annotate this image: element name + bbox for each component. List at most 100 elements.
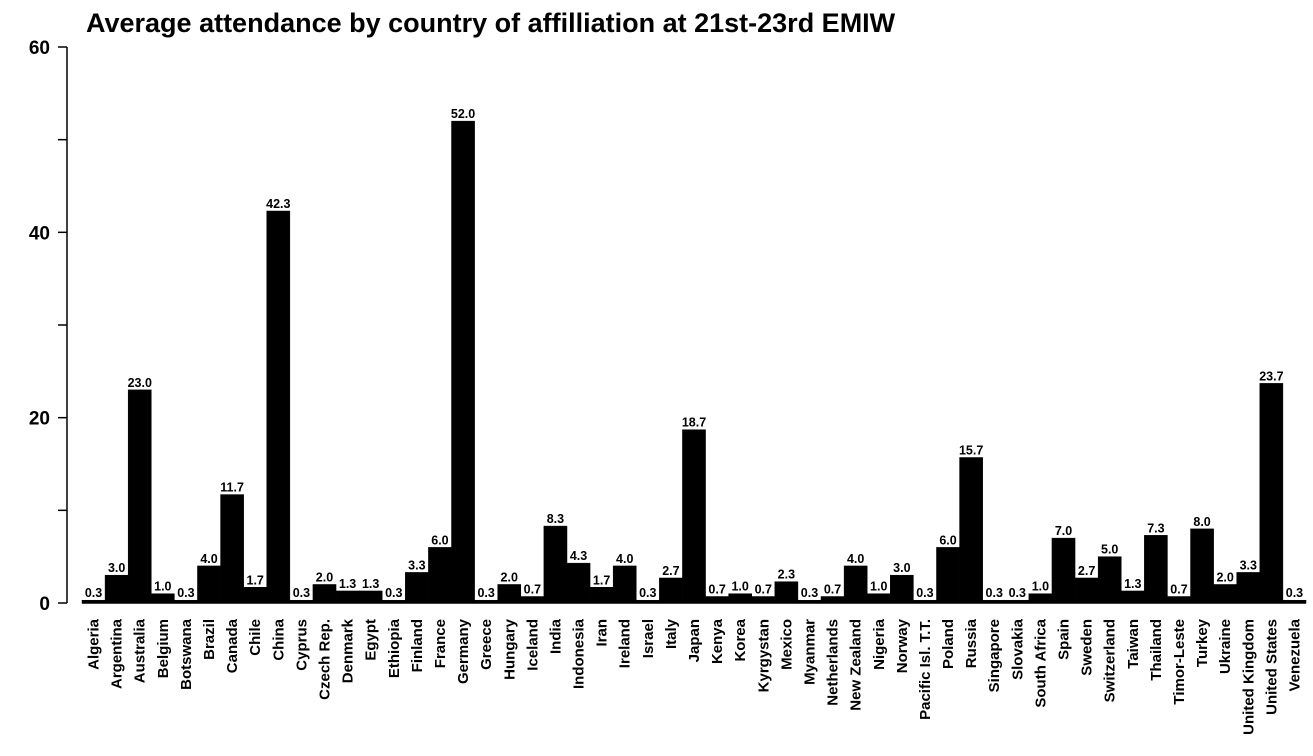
- x-category-label: Russia: [963, 618, 980, 668]
- data-label: 2.3: [778, 568, 795, 582]
- data-label: 23.7: [1259, 369, 1283, 383]
- bar: [566, 562, 591, 604]
- x-category-label: Sweden: [1079, 619, 1096, 676]
- data-label: 1.3: [362, 577, 379, 591]
- bar: [1190, 528, 1214, 604]
- data-label: 1.0: [870, 580, 887, 594]
- data-label: 42.3: [266, 197, 290, 211]
- data-label: 2.0: [501, 570, 518, 584]
- bar: [1167, 596, 1191, 604]
- bar: [197, 565, 221, 604]
- bar: [1259, 383, 1284, 604]
- data-label: 1.7: [247, 573, 264, 587]
- x-category-label: Algeria: [86, 618, 103, 670]
- x-category-label: Thailand: [1148, 619, 1165, 681]
- x-category-label: United States: [1263, 619, 1280, 715]
- x-category-label: Slovakia: [1009, 618, 1026, 680]
- x-category-label: Hungary: [501, 618, 518, 680]
- data-label: 3.0: [893, 561, 910, 575]
- data-label: 3.3: [408, 558, 425, 572]
- x-axis-labels: Algeria Argentina Australia Belgium Botswana…: [86, 618, 1304, 734]
- bar: [728, 593, 752, 604]
- x-category-label: Belgium: [155, 619, 172, 678]
- x-category-label: Switzerland: [1102, 619, 1119, 702]
- x-category-label: Timor-Leste: [1171, 619, 1188, 705]
- x-category-label: Korea: [732, 618, 749, 661]
- data-label: 0.7: [524, 583, 541, 597]
- y-tick-label: 0: [39, 594, 50, 615]
- data-label: 4.3: [570, 549, 587, 563]
- data-label: 0.3: [916, 586, 933, 600]
- data-label: 4.0: [847, 552, 864, 566]
- bar: [428, 547, 452, 604]
- y-axis: 0 20 40 60: [29, 38, 68, 615]
- data-label: 5.0: [1101, 543, 1118, 557]
- bar: [1074, 577, 1099, 604]
- bar: [751, 596, 776, 604]
- x-category-label: Israel: [640, 619, 657, 658]
- data-label: 0.3: [986, 586, 1003, 600]
- data-label: 0.3: [801, 586, 818, 600]
- data-label: 0.3: [85, 586, 102, 600]
- data-label: 23.0: [128, 376, 152, 390]
- x-category-label: Taiwan: [1125, 619, 1142, 669]
- x-category-label: Germany: [455, 618, 472, 684]
- x-category-label: Ireland: [617, 619, 634, 668]
- x-category-label: Australia: [132, 618, 149, 683]
- x-category-label: Indonesia: [571, 618, 588, 689]
- bars-group: [81, 120, 1307, 604]
- bar: [1051, 537, 1076, 604]
- x-category-label: Kyrgystan: [755, 619, 772, 692]
- x-category-label: Myanmar: [801, 619, 818, 685]
- data-label: 0.3: [477, 586, 494, 600]
- x-category-label: Turkey: [1194, 618, 1211, 667]
- bar: [843, 565, 868, 604]
- y-tick-label: 20: [29, 409, 50, 430]
- bar: [497, 584, 522, 604]
- bar: [705, 596, 729, 604]
- x-category-label: Pacific Isl. T.T.: [917, 619, 934, 720]
- bar: [243, 587, 268, 604]
- data-label: 8.3: [547, 512, 564, 526]
- data-label: 52.0: [451, 107, 475, 121]
- bar: [682, 429, 706, 604]
- x-category-label: Czech Rep.: [316, 619, 333, 700]
- bar: [220, 494, 244, 604]
- bar: [589, 587, 614, 604]
- x-category-label: United Kingdom: [1240, 619, 1257, 735]
- data-label: 7.0: [1055, 524, 1072, 538]
- data-label: 2.0: [1216, 570, 1233, 584]
- x-category-label: Argentina: [109, 618, 126, 689]
- bar: [774, 581, 799, 604]
- x-category-label: Mexico: [778, 619, 795, 670]
- x-category-label: Italy: [663, 618, 680, 649]
- y-tick-label: 60: [29, 38, 50, 59]
- data-label: 3.3: [1240, 558, 1257, 572]
- data-label: 0.3: [1286, 586, 1303, 600]
- x-category-label: Cyprus: [293, 619, 310, 671]
- x-category-label: France: [432, 619, 449, 668]
- bar: [151, 593, 175, 604]
- data-label: 2.7: [662, 564, 679, 578]
- bar: [1213, 584, 1237, 604]
- x-category-label: Finland: [409, 619, 426, 672]
- x-category-label: South Africa: [1032, 618, 1049, 707]
- bar: [104, 574, 129, 604]
- bar: [936, 547, 960, 604]
- x-category-label: Ukraine: [1217, 619, 1234, 674]
- x-category-label: Singapore: [986, 619, 1003, 692]
- bar: [358, 590, 383, 604]
- data-label: 18.7: [682, 416, 706, 430]
- data-label: 1.0: [731, 580, 748, 594]
- data-label: 4.0: [616, 552, 633, 566]
- bar: [820, 596, 845, 604]
- bar: [1121, 590, 1145, 604]
- x-category-label: Brazil: [201, 619, 218, 660]
- data-label: 0.3: [293, 586, 310, 600]
- x-category-label: Norway: [894, 618, 911, 673]
- x-category-label: Botswana: [178, 618, 195, 690]
- data-label: 1.0: [154, 580, 171, 594]
- y-tick-label: 40: [29, 223, 50, 244]
- bar: [451, 120, 475, 604]
- x-category-label: Japan: [686, 619, 703, 662]
